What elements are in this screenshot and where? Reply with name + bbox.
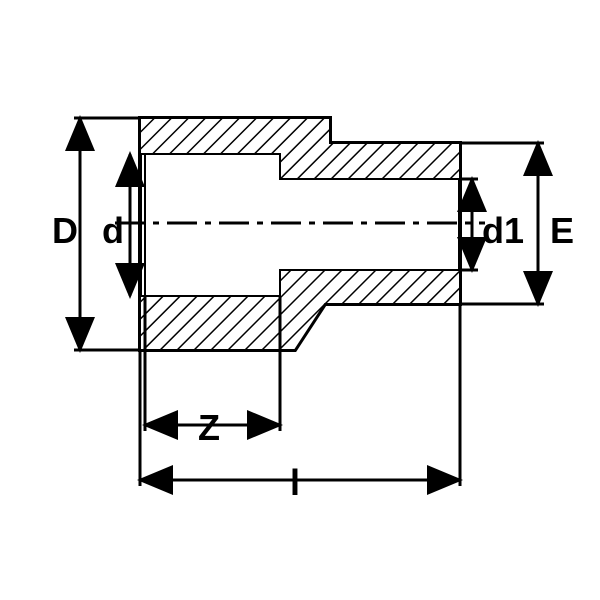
drawing-svg <box>0 0 600 600</box>
technical-drawing: D d d1 E Z l <box>0 0 600 600</box>
label-D: D <box>52 210 78 252</box>
label-d1: d1 <box>482 210 524 252</box>
label-d: d <box>102 210 124 252</box>
label-l: l <box>290 462 300 504</box>
label-Z: Z <box>198 407 220 449</box>
label-E: E <box>550 210 574 252</box>
